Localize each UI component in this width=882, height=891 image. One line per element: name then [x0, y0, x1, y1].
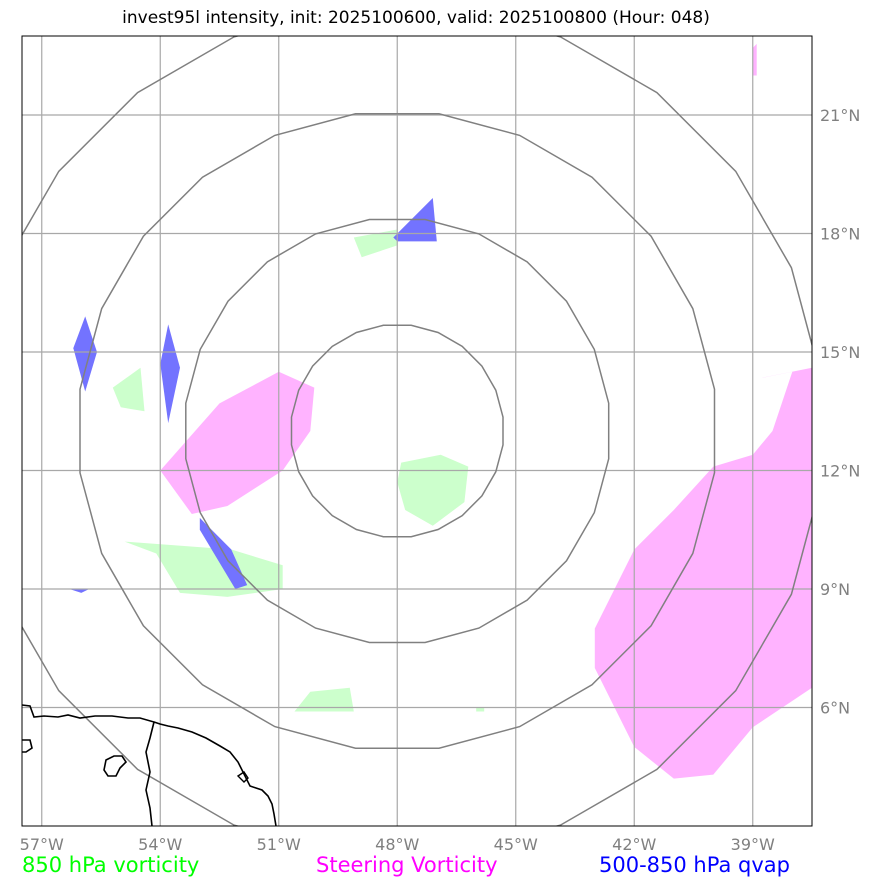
lat-tick-label: 12°N	[820, 462, 860, 481]
coastline-inlet	[22, 739, 33, 753]
range-ring	[22, 36, 812, 826]
tick-labels: 57°W 54°W 51°W 48°W 45°W 42°W 39°W 6°N 9°N 12°N 15…	[20, 106, 861, 854]
qvap-region	[73, 316, 97, 392]
qvap-region	[160, 324, 180, 424]
range-ring	[290, 324, 504, 538]
lat-tick-label: 6°N	[820, 699, 850, 718]
vorticity-850-region	[476, 707, 485, 712]
lon-tick-label: 48°W	[375, 835, 419, 854]
vorticity-850-region	[112, 367, 145, 412]
legend-850-vorticity: 850 hPa vorticity	[22, 853, 200, 877]
gridlines	[22, 36, 812, 826]
plot-title: invest95l intensity, init: 2025100600, v…	[122, 8, 710, 28]
lon-tick-label: 42°W	[612, 835, 656, 854]
range-ring	[79, 113, 716, 749]
steering-vorticity-region	[752, 43, 757, 76]
lat-tick-label: 15°N	[820, 343, 860, 362]
lon-tick-label: 39°W	[731, 835, 775, 854]
range-ring	[185, 218, 610, 644]
lon-tick-label: 57°W	[20, 835, 64, 854]
lat-tick-label: 18°N	[820, 225, 860, 244]
range-rings	[22, 36, 812, 826]
legend-qvap: 500-850 hPa qvap	[599, 853, 790, 877]
coastline-island	[103, 755, 128, 777]
coastline	[22, 704, 277, 826]
lon-tick-label: 51°W	[257, 835, 301, 854]
lon-tick-label: 54°W	[138, 835, 182, 854]
lon-tick-label: 45°W	[494, 835, 538, 854]
map-frame	[21, 35, 813, 827]
vorticity-850-region	[294, 687, 354, 712]
legend-steering-vorticity: Steering Vorticity	[316, 853, 498, 877]
qvap-region	[69, 589, 90, 593]
coastline-islet	[236, 771, 249, 783]
lat-tick-label: 9°N	[820, 580, 850, 599]
coastline-south-america	[22, 704, 277, 826]
vorticity-850-region	[397, 454, 469, 526]
steering-vorticity-region	[160, 371, 315, 514]
vorticity-850-region	[353, 229, 398, 258]
lat-tick-label: 21°N	[820, 106, 860, 125]
